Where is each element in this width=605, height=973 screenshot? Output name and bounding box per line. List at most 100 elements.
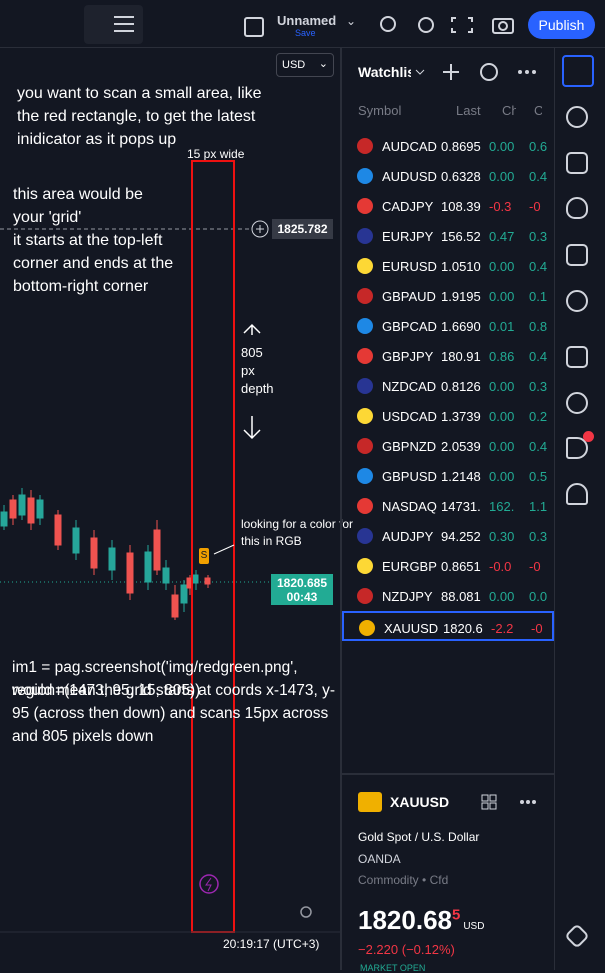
symbol: NZDJPY	[382, 589, 433, 604]
sidebar-icon[interactable]	[566, 437, 588, 459]
change-percent: 0.8	[529, 319, 547, 334]
symbol-icon	[357, 258, 373, 274]
change: 0.86	[489, 349, 515, 364]
change: 0.00	[489, 139, 515, 154]
detail-price: 1820.685USD	[358, 905, 484, 936]
change: 0.47	[489, 229, 515, 244]
publish-button[interactable]: Publish	[528, 11, 595, 39]
currency: USD	[282, 59, 306, 71]
chevron[interactable]: ⌄	[346, 14, 357, 28]
change: 0.00	[489, 409, 515, 424]
watchlist-row[interactable]: GBPJPY 180.91 0.86 0.4	[342, 341, 554, 371]
change: -0.3	[489, 199, 512, 214]
watchlist-row[interactable]: XAUUSD 1820.6 -2.2 -0	[342, 611, 554, 641]
symbol-icon	[357, 168, 373, 184]
column-header[interactable]: Chg	[502, 103, 516, 118]
detail-symbol[interactable]: XAUUSD	[390, 794, 450, 810]
last: 180.91	[441, 349, 481, 364]
symbol: EURUSD	[382, 259, 437, 274]
change: 0.00	[489, 589, 515, 604]
symbol: GBPNZD	[382, 439, 437, 454]
sidebar-icon[interactable]	[566, 483, 588, 505]
price: 1820.68	[358, 905, 452, 935]
last: 1820.6	[443, 621, 483, 636]
watchlist-row[interactable]: EURUSD 1.0510 0.00 0.4	[342, 251, 554, 281]
last: 0.8695	[441, 139, 481, 154]
sidebar-icon[interactable]	[566, 346, 588, 368]
symbol: AUDUSD	[382, 169, 437, 184]
change: 0.00	[489, 259, 515, 274]
camera-icon[interactable]	[491, 14, 515, 36]
watchlist-row[interactable]: NZDJPY 88.081 0.00 0.0	[342, 581, 554, 611]
watchlist-row[interactable]: NZDCAD 0.8126 0.00 0.3	[342, 371, 554, 401]
symbol: NASDAQ	[382, 499, 437, 514]
layout-square[interactable]	[244, 17, 264, 37]
watchlist-row[interactable]: EURGBP 0.8651 -0.0 -0	[342, 551, 554, 581]
last: 0.8126	[441, 379, 481, 394]
last: 108.39	[441, 199, 481, 214]
last: 1.6690	[441, 319, 481, 334]
detail-icons[interactable]	[480, 794, 540, 812]
symbol-icon	[357, 348, 373, 364]
sidebar-icon[interactable]	[566, 290, 588, 312]
symbol-icon	[357, 198, 373, 214]
detail-name[interactable]: Gold Spot / U.S. Dollar	[358, 830, 480, 844]
change: 0.01	[489, 319, 515, 334]
detail-exchange: OANDA	[358, 852, 401, 866]
save-label[interactable]: Save	[295, 28, 316, 38]
price-line-label: 1825.782	[272, 219, 333, 239]
sidebar-icon[interactable]	[566, 152, 588, 174]
watchlist-row[interactable]: CADJPY 108.39 -0.3 -0	[342, 191, 554, 221]
symbol-icon	[357, 498, 373, 514]
change-percent: 0.2	[529, 409, 547, 424]
symbol: AUDJPY	[382, 529, 434, 544]
last: 94.252	[441, 529, 481, 544]
layout-name[interactable]: Unnamed	[277, 13, 337, 28]
price-sup: 5	[451, 906, 461, 924]
symbol-icon	[357, 588, 373, 604]
last: 1.0510	[441, 259, 481, 274]
symbol-icon	[357, 138, 373, 154]
divider	[342, 773, 554, 775]
symbol: GBPJPY	[382, 349, 434, 364]
watchlist-row[interactable]: GBPUSD 1.2148 0.00 0.5	[342, 461, 554, 491]
change-percent: 1.1	[529, 499, 547, 514]
watchlist-row[interactable]: GBPNZD 2.0539 0.00 0.4	[342, 431, 554, 461]
symbol: CADJPY	[382, 199, 434, 214]
watchlist-row[interactable]: AUDUSD 0.6328 0.00 0.4	[342, 161, 554, 191]
watchlist-row[interactable]: GBPCAD 1.6690 0.01 0.8	[342, 311, 554, 341]
depth-1: 805	[241, 345, 263, 360]
watchlist-row[interactable]: USDCAD 1.3739 0.00 0.2	[342, 401, 554, 431]
symbol: XAUUSD	[384, 621, 439, 636]
change-percent: -0	[529, 559, 541, 574]
watchlist-row[interactable]: GBPAUD 1.9195 0.00 0.1	[342, 281, 554, 311]
sidebar-active[interactable]	[562, 55, 594, 87]
change: -2.2	[491, 621, 514, 636]
watchlist-title[interactable]: Watchlist	[358, 64, 411, 80]
detail-kind: Commodity • Cfd	[358, 873, 449, 887]
column-header[interactable]: Chg%	[534, 103, 542, 118]
change-percent: 0.0	[529, 589, 547, 604]
explanation: would mean the grid starts at coords x-1…	[12, 682, 336, 745]
watchlist-row[interactable]: AUDJPY 94.252 0.30 0.3	[342, 521, 554, 551]
price-currency: USD	[463, 921, 485, 932]
toolbar-icons[interactable]	[378, 14, 498, 36]
sidebar-icon[interactable]	[566, 106, 588, 128]
change: 162.	[489, 499, 515, 514]
currency-select[interactable]: USD ⌄	[276, 53, 334, 77]
sidebar-icon[interactable]	[566, 244, 588, 266]
sidebar-icon[interactable]	[564, 923, 590, 949]
sidebar-icon[interactable]	[566, 197, 588, 219]
column-header[interactable]: Last	[456, 103, 481, 118]
watchlist-icons[interactable]	[414, 60, 544, 84]
symbol: GBPUSD	[382, 469, 437, 484]
watchlist-row[interactable]: EURJPY 156.52 0.47 0.3	[342, 221, 554, 251]
watchlist-row[interactable]: AUDCAD 0.8695 0.00 0.6	[342, 131, 554, 161]
column-header[interactable]: Symbol	[358, 103, 402, 118]
symbol-icon	[357, 318, 373, 334]
symbol-icon	[357, 468, 373, 484]
watchlist-row[interactable]: NASDAQ 14731. 162. 1.1	[342, 491, 554, 521]
sidebar-icon[interactable]	[566, 392, 588, 414]
sub-kind: Cfd	[429, 873, 449, 887]
change-percent: 0.3	[529, 529, 547, 544]
